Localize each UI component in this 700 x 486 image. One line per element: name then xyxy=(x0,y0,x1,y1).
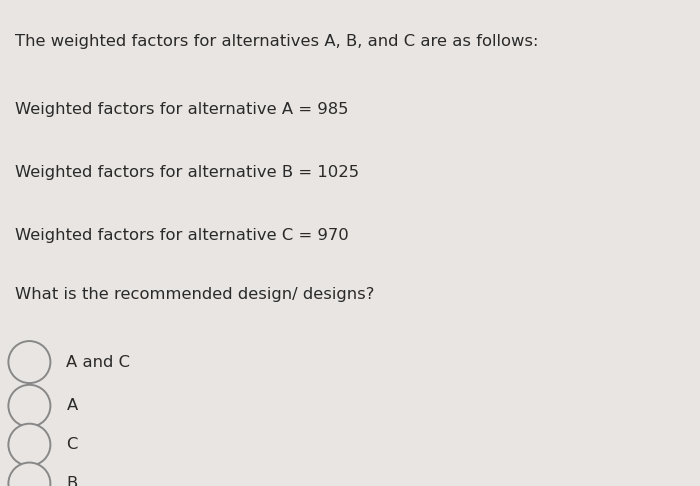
Ellipse shape xyxy=(8,341,50,383)
Text: A and C: A and C xyxy=(66,355,130,369)
Ellipse shape xyxy=(8,424,50,466)
Text: Weighted factors for alternative B = 1025: Weighted factors for alternative B = 102… xyxy=(15,165,360,180)
Ellipse shape xyxy=(8,385,50,427)
Text: Weighted factors for alternative C = 970: Weighted factors for alternative C = 970 xyxy=(15,228,349,243)
Text: The weighted factors for alternatives A, B, and C are as follows:: The weighted factors for alternatives A,… xyxy=(15,34,539,49)
Text: What is the recommended design/ designs?: What is the recommended design/ designs? xyxy=(15,287,374,301)
Text: A: A xyxy=(66,399,78,413)
Text: Weighted factors for alternative A = 985: Weighted factors for alternative A = 985 xyxy=(15,102,349,117)
Ellipse shape xyxy=(8,463,50,486)
Text: B: B xyxy=(66,476,78,486)
Text: C: C xyxy=(66,437,78,452)
